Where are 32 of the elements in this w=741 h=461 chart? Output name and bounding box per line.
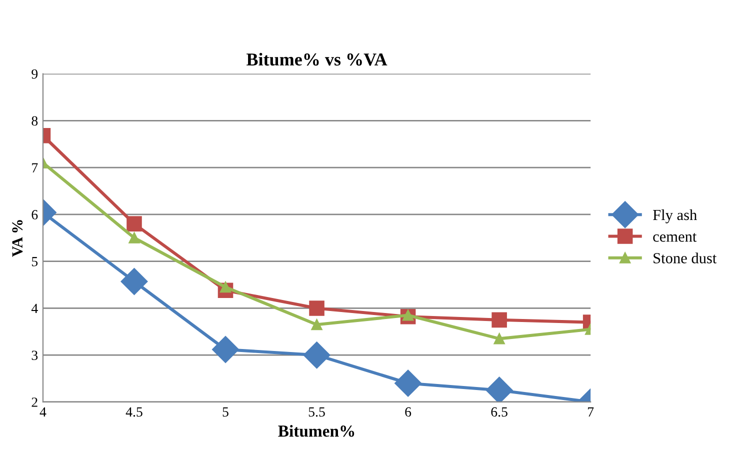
x-tick-label: 6 bbox=[405, 407, 412, 417]
y-tick-label: 2 bbox=[32, 398, 38, 407]
x-tick-label: 5 bbox=[222, 407, 228, 417]
x-tick-label: 4.5 bbox=[126, 407, 142, 417]
point bbox=[303, 342, 330, 369]
x-tick-label: 5.5 bbox=[308, 407, 325, 417]
legend-label: Stone dust bbox=[654, 252, 717, 264]
point bbox=[486, 376, 513, 402]
point bbox=[212, 336, 239, 363]
x-axis-title: Bitumen% bbox=[278, 425, 354, 437]
chart-title: Bitume% vs %VA bbox=[246, 52, 388, 66]
y-axis-title: VA % bbox=[12, 220, 23, 257]
x-tick-label: 6.5 bbox=[491, 407, 508, 417]
y-tick-label: 6 bbox=[32, 210, 38, 220]
x-tick-label: 4 bbox=[40, 407, 46, 416]
point bbox=[309, 300, 324, 316]
y-tick-label: 5 bbox=[32, 257, 38, 266]
legend-label: Fly ash bbox=[653, 209, 697, 224]
y-tick-label: 7 bbox=[32, 163, 38, 172]
point bbox=[128, 232, 140, 244]
x-tick-label: 7 bbox=[588, 407, 594, 416]
point bbox=[494, 333, 505, 344]
y-tick-label: 3 bbox=[32, 350, 38, 360]
legend-label: cement bbox=[653, 233, 697, 242]
y-tick-label: 9 bbox=[32, 69, 38, 79]
point bbox=[120, 268, 148, 295]
point bbox=[394, 370, 422, 397]
y-tick-label: 8 bbox=[32, 116, 38, 126]
point bbox=[311, 319, 322, 330]
point bbox=[126, 216, 142, 232]
point bbox=[492, 312, 507, 328]
y-tick-label: 4 bbox=[31, 304, 38, 314]
